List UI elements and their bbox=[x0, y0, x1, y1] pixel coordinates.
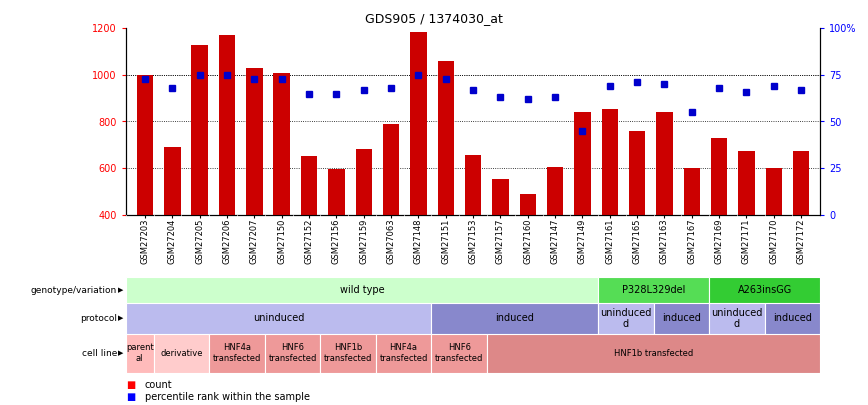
Text: HNF4a
transfected: HNF4a transfected bbox=[379, 343, 428, 363]
Bar bbox=[684, 168, 700, 215]
Text: HNF4a
transfected: HNF4a transfected bbox=[213, 343, 261, 363]
Text: cell line: cell line bbox=[82, 349, 117, 358]
Bar bbox=[219, 35, 235, 215]
Bar bbox=[209, 334, 265, 373]
Text: uninduced
d: uninduced d bbox=[711, 307, 763, 329]
Text: induced: induced bbox=[496, 313, 534, 323]
Bar bbox=[602, 109, 618, 215]
Bar bbox=[766, 168, 782, 215]
Text: induced: induced bbox=[773, 313, 812, 323]
Text: GDS905 / 1374030_at: GDS905 / 1374030_at bbox=[365, 12, 503, 25]
Bar bbox=[383, 124, 399, 215]
Bar bbox=[492, 179, 509, 215]
Bar bbox=[575, 112, 590, 215]
Bar bbox=[629, 131, 645, 215]
Text: count: count bbox=[145, 380, 173, 390]
Bar bbox=[656, 112, 673, 215]
Text: HNF1b transfected: HNF1b transfected bbox=[614, 349, 694, 358]
Bar bbox=[465, 155, 481, 215]
Bar bbox=[709, 303, 765, 334]
Text: protocol: protocol bbox=[80, 314, 117, 323]
Text: HNF6
transfected: HNF6 transfected bbox=[435, 343, 483, 363]
Text: percentile rank within the sample: percentile rank within the sample bbox=[145, 392, 310, 402]
Text: derivative: derivative bbox=[161, 349, 202, 358]
Bar bbox=[547, 167, 563, 215]
Bar bbox=[273, 72, 290, 215]
Text: ■: ■ bbox=[126, 392, 135, 402]
Bar bbox=[154, 334, 209, 373]
Bar bbox=[328, 169, 345, 215]
Text: ▶: ▶ bbox=[118, 287, 123, 293]
Bar bbox=[709, 277, 820, 303]
Bar bbox=[247, 68, 262, 215]
Text: A263insGG: A263insGG bbox=[738, 285, 792, 295]
Bar bbox=[301, 156, 317, 215]
Text: uninduced: uninduced bbox=[253, 313, 305, 323]
Bar bbox=[437, 61, 454, 215]
Bar bbox=[765, 303, 820, 334]
Text: uninduced
d: uninduced d bbox=[600, 307, 652, 329]
Bar bbox=[431, 303, 598, 334]
Bar bbox=[376, 334, 431, 373]
Text: wild type: wild type bbox=[339, 285, 385, 295]
Bar bbox=[126, 303, 431, 334]
Bar bbox=[320, 334, 376, 373]
Bar bbox=[265, 334, 320, 373]
Text: HNF1b
transfected: HNF1b transfected bbox=[324, 343, 372, 363]
Text: ▶: ▶ bbox=[118, 315, 123, 321]
Bar bbox=[520, 194, 536, 215]
Text: P328L329del: P328L329del bbox=[621, 285, 686, 295]
Bar bbox=[411, 32, 426, 215]
Bar bbox=[431, 334, 487, 373]
Text: genotype/variation: genotype/variation bbox=[31, 286, 117, 295]
Bar bbox=[793, 151, 809, 215]
Bar bbox=[356, 149, 372, 215]
Bar bbox=[192, 45, 207, 215]
Bar bbox=[598, 277, 709, 303]
Bar bbox=[654, 303, 709, 334]
Bar bbox=[164, 147, 181, 215]
Bar bbox=[126, 334, 154, 373]
Bar bbox=[739, 151, 754, 215]
Text: ▶: ▶ bbox=[118, 350, 123, 356]
Bar bbox=[137, 75, 153, 215]
Bar bbox=[711, 138, 727, 215]
Bar bbox=[126, 277, 598, 303]
Bar bbox=[487, 334, 820, 373]
Text: induced: induced bbox=[662, 313, 700, 323]
Text: ■: ■ bbox=[126, 380, 135, 390]
Text: HNF6
transfected: HNF6 transfected bbox=[268, 343, 317, 363]
Text: parent
al: parent al bbox=[126, 343, 154, 363]
Bar bbox=[598, 303, 654, 334]
